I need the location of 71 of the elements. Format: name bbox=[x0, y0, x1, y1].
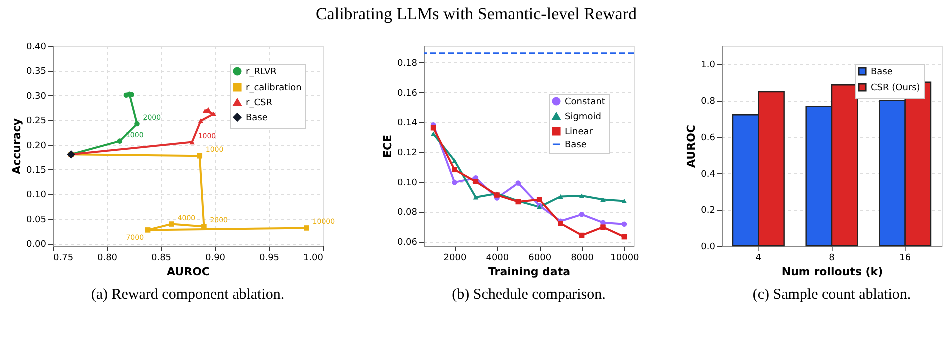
y-tick-label: 0.35 bbox=[26, 67, 46, 78]
y-tick-label: 0.8 bbox=[701, 97, 716, 108]
legend-label: Base bbox=[246, 114, 268, 124]
y-tick-label: 0.10 bbox=[26, 190, 47, 201]
y-axis-title: AUROC bbox=[685, 124, 698, 168]
point bbox=[579, 212, 585, 218]
y-tick-label: 0.2 bbox=[701, 206, 716, 216]
point bbox=[452, 167, 458, 173]
text: (a) Reward component ablation. bbox=[91, 287, 285, 303]
legend-label: Constant bbox=[565, 98, 606, 108]
y-tick-label: 0.00 bbox=[26, 240, 47, 250]
y-tick-label: 0.4 bbox=[701, 170, 716, 180]
y-tick-label: 0.12 bbox=[397, 148, 418, 158]
y-tick-label: 0.16 bbox=[397, 88, 418, 99]
x-tick-label: 6000 bbox=[528, 254, 552, 264]
y-tick-label: 0.20 bbox=[26, 141, 47, 152]
legend-label: Base bbox=[871, 68, 894, 78]
y-tick-label: 0.25 bbox=[26, 116, 46, 127]
x-tick-label: 8 bbox=[829, 254, 836, 264]
x-tick-label: 8000 bbox=[571, 254, 594, 264]
point bbox=[430, 132, 436, 136]
point bbox=[473, 179, 479, 184]
point bbox=[579, 194, 585, 198]
legend-label: Sigmoid bbox=[565, 112, 602, 122]
y-axis-title: ECE bbox=[381, 134, 394, 158]
legend-label: Base bbox=[565, 140, 588, 150]
x-axis-title: AUROC bbox=[166, 266, 210, 278]
x-tick-label: 4 bbox=[756, 254, 762, 264]
point bbox=[516, 180, 522, 186]
y-tick-label: 0.30 bbox=[26, 92, 47, 102]
x-tick-label: 0.75 bbox=[54, 254, 74, 264]
point bbox=[622, 222, 628, 227]
x-axis-title: Num rollouts (k) bbox=[782, 266, 884, 278]
y-axis-title: Accuracy bbox=[10, 118, 24, 174]
y-tick-label: 1.0 bbox=[701, 60, 716, 71]
y-tick-label: 0.40 bbox=[26, 42, 47, 52]
y-tick-label: 0.14 bbox=[397, 118, 418, 129]
legend-label: Linear bbox=[565, 128, 594, 138]
x-tick-label: 0.85 bbox=[151, 254, 172, 264]
text: (c) Sample count ablation. bbox=[752, 287, 912, 303]
point bbox=[452, 158, 458, 164]
point bbox=[558, 194, 564, 200]
legend-label: r_CSR bbox=[246, 98, 272, 108]
point bbox=[600, 224, 606, 230]
y-tick-label: 0.0 bbox=[701, 242, 716, 252]
y-tick-label: 0.6 bbox=[701, 133, 716, 144]
y-tick-label: 0.06 bbox=[397, 238, 418, 248]
x-tick-label: 2000 bbox=[444, 254, 467, 264]
y-tick-label: 0.18 bbox=[397, 58, 418, 69]
text: Calibrating LLMs with Semantic-level Reward bbox=[316, 4, 638, 24]
point bbox=[473, 195, 479, 200]
y-tick-label: 0.05 bbox=[26, 215, 46, 226]
x-tick-label: 1.00 bbox=[303, 254, 324, 264]
legend-label: r_calibration bbox=[246, 84, 302, 94]
x-tick-label: 4000 bbox=[486, 254, 510, 264]
x-tick-label: 16 bbox=[900, 254, 912, 264]
x-tick-label: 0.90 bbox=[205, 254, 226, 264]
point bbox=[600, 197, 606, 202]
x-tick-label: 0.95 bbox=[259, 254, 280, 264]
legend-label: CSR (Ours) bbox=[871, 84, 920, 94]
point bbox=[536, 197, 542, 202]
x-tick-label: 0.80 bbox=[97, 254, 118, 264]
y-tick-label: 0.15 bbox=[26, 166, 46, 176]
y-tick-label: 0.08 bbox=[397, 208, 418, 218]
y-tick-label: 0.10 bbox=[397, 178, 418, 188]
point bbox=[622, 198, 628, 204]
x-axis-title: Training data bbox=[488, 266, 571, 278]
x-tick-label: 10000 bbox=[610, 254, 640, 264]
text: (b) Schedule comparison. bbox=[452, 287, 606, 303]
legend-label: r_RLVR bbox=[246, 68, 277, 78]
point bbox=[452, 180, 458, 186]
